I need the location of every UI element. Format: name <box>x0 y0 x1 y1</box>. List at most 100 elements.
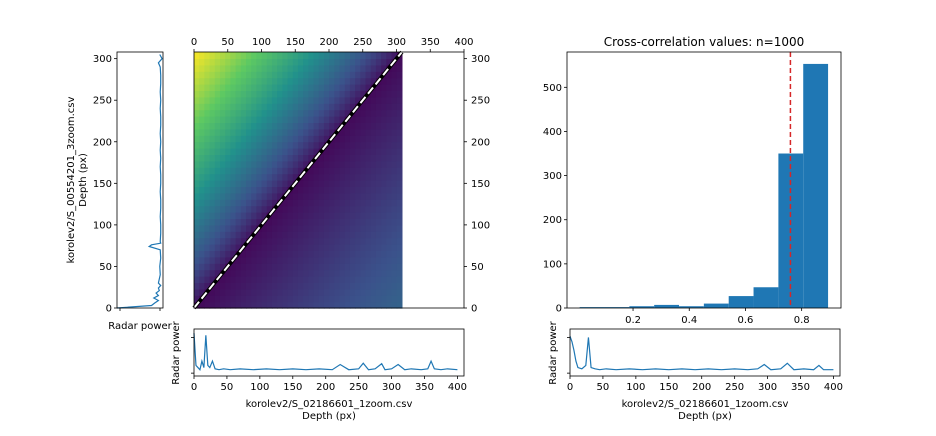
heatmap-cell <box>334 71 341 79</box>
heatmap-cell <box>303 237 309 245</box>
heatmap-cell <box>287 135 294 143</box>
heatmap-cell <box>204 269 211 277</box>
heatmap-cell <box>219 52 226 59</box>
heatmap-cell <box>261 250 268 258</box>
heatmap-cell <box>308 212 315 219</box>
heatmap-cell <box>365 212 372 219</box>
heatmap-cell <box>355 52 361 59</box>
heatmap-cell <box>251 96 257 104</box>
heatmap-cell <box>292 167 299 175</box>
heatmap-cell <box>308 186 315 194</box>
heatmap-cell <box>256 64 263 72</box>
heatmap-cell <box>323 109 330 117</box>
heatmap-cell <box>360 288 367 296</box>
heatmap-cell <box>297 77 304 85</box>
heatmap-cell <box>386 288 393 296</box>
left-ytick-label: 250 <box>93 96 112 107</box>
heatmap-cell <box>292 276 299 283</box>
heatmap-right-ytick-label: 50 <box>471 262 484 273</box>
heatmap-cell <box>365 167 372 175</box>
heatmap-cell <box>199 90 205 98</box>
heatmap-cell <box>209 263 216 271</box>
heatmap-cell <box>349 96 356 104</box>
heatmap-cell <box>370 52 377 59</box>
heatmap-cell <box>303 90 309 98</box>
heatmap-cell <box>375 116 382 123</box>
heatmap-cell <box>339 205 346 213</box>
heatmap-cell <box>287 282 294 290</box>
heatmap-cell <box>225 218 231 226</box>
heatmap-cell <box>194 167 200 175</box>
heatmap-cell <box>381 295 387 303</box>
heatmap-cell <box>344 160 351 168</box>
heatmap-cell <box>245 295 252 303</box>
left-ytick-label: 0 <box>106 304 112 315</box>
heatmap-cell <box>323 269 330 277</box>
heatmap-cell <box>370 295 377 303</box>
heatmap-cell <box>308 250 315 258</box>
heatmap-cell <box>355 77 361 85</box>
heatmap-cell <box>219 58 226 66</box>
heatmap-cell <box>334 237 341 245</box>
heatmap-right-ytick-label: 150 <box>471 179 490 190</box>
heatmap-cell <box>209 64 216 72</box>
heatmap-cell <box>349 64 356 72</box>
heatmap-cell <box>266 160 273 168</box>
heatmap-cell <box>271 301 278 309</box>
heatmap-cell <box>308 109 315 117</box>
histogram-ytick-label: 0 <box>556 304 562 315</box>
heatmap-cell <box>334 224 341 232</box>
bottom-right-xlabel-1: korolev2/S_02186601_1zoom.csv <box>622 399 789 410</box>
heatmap-cell <box>370 90 377 98</box>
heatmap-cell <box>375 173 382 181</box>
heatmap-cell <box>329 237 335 245</box>
heatmap-cell <box>209 122 216 130</box>
heatmap-cell <box>323 256 330 264</box>
heatmap-cell <box>365 224 372 232</box>
heatmap-cell <box>209 71 216 79</box>
heatmap-cell <box>339 128 346 136</box>
heatmap-cell <box>344 52 351 59</box>
heatmap-cell <box>235 52 242 59</box>
heatmap-cell <box>240 77 247 85</box>
left-ytick-label: 100 <box>93 220 112 231</box>
bottom-left-xlabel-1: korolev2/S_02186601_1zoom.csv <box>246 399 413 410</box>
heatmap-cell <box>370 128 377 136</box>
heatmap-cell <box>297 244 304 251</box>
heatmap-cell <box>256 77 263 85</box>
heatmap-cell <box>329 52 335 59</box>
heatmap-cell <box>318 167 325 175</box>
heatmap-cell <box>396 212 403 219</box>
heatmap-cell <box>355 167 361 175</box>
heatmap-cell <box>308 96 315 104</box>
histogram-bar <box>604 307 630 308</box>
heatmap-cell <box>365 58 372 66</box>
left-ytick-label: 150 <box>93 179 112 190</box>
heatmap-cell <box>396 244 403 251</box>
bottom-right-ylabel: Radar power <box>548 320 559 384</box>
heatmap-cell <box>318 237 325 245</box>
heatmap-cell <box>360 256 367 264</box>
heatmap-cell <box>297 212 304 219</box>
heatmap-cell <box>360 64 367 72</box>
heatmap-cell <box>313 205 320 213</box>
heatmap-cell <box>370 218 377 226</box>
heatmap-cell <box>251 288 257 296</box>
heatmap-cell <box>360 244 367 251</box>
heatmap-cell <box>194 90 200 98</box>
heatmap-cell <box>386 256 393 264</box>
heatmap-cell <box>256 295 263 303</box>
heatmap-cell <box>214 186 221 194</box>
heatmap-cell <box>199 141 205 149</box>
heatmap-cell <box>360 269 367 277</box>
heatmap-cell <box>240 96 247 104</box>
bottom-right-profile-frame <box>569 328 841 377</box>
heatmap-cell <box>360 90 367 98</box>
heatmap-cell <box>391 71 398 79</box>
heatmap-cell <box>287 84 294 91</box>
heatmap-cell <box>256 205 263 213</box>
heatmap-cell <box>209 52 216 59</box>
heatmap-cell <box>219 167 226 175</box>
heatmap-cell <box>323 173 330 181</box>
histogram-bar <box>629 306 655 308</box>
